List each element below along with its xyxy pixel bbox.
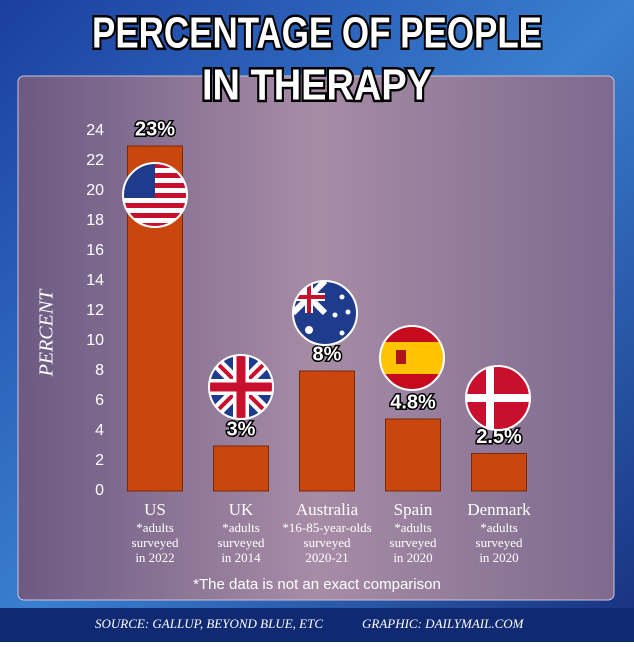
value-label: 3% [227, 418, 256, 440]
category-note: in 2020 [479, 550, 518, 565]
x-tick-label: UK [229, 500, 254, 519]
y-tick-label: 12 [86, 302, 104, 319]
y-tick-label: 4 [95, 422, 104, 439]
category-note: surveyed [218, 535, 265, 550]
y-tick-label: 10 [86, 332, 104, 349]
category-note: in 2020 [393, 550, 432, 565]
category-note: *adults [136, 520, 174, 535]
chart-title: PERCENTAGE OF PEOPLE [92, 9, 542, 58]
y-tick-label: 0 [95, 482, 104, 499]
y-tick-label: 18 [86, 212, 104, 229]
value-label: 8% [313, 343, 342, 365]
flag-us [123, 163, 187, 227]
category-note: *16-85-year-olds [282, 520, 371, 535]
category-note: *adults [222, 520, 260, 535]
x-tick-label: US [144, 500, 166, 519]
flag-ring [122, 162, 188, 228]
bar [385, 418, 441, 492]
category-note: 2020-21 [305, 550, 348, 565]
x-tick-label: Spain [394, 500, 433, 519]
footnote: *The data is not an exact comparison [193, 576, 441, 593]
flag-spain [380, 326, 444, 390]
category-note: *adults [394, 520, 432, 535]
chart-title: IN THERAPY [202, 61, 432, 110]
source-bar [0, 608, 634, 642]
y-tick-label: 14 [86, 272, 104, 289]
bar [471, 453, 527, 492]
flag-australia [293, 281, 357, 345]
y-axis-label: PERCENT [36, 288, 58, 378]
flag-denmark [466, 366, 530, 430]
flag-uk [209, 355, 273, 419]
credit: GRAPHIC: DAILYMAIL.COM [362, 616, 525, 631]
x-tick-label: Australia [296, 500, 359, 519]
y-tick-label: 22 [86, 152, 104, 169]
flag-ring [208, 354, 274, 420]
flag-ring [465, 365, 531, 431]
flag-ring [292, 280, 358, 346]
y-tick-label: 6 [95, 392, 104, 409]
y-tick-label: 8 [95, 362, 104, 379]
category-note: in 2022 [135, 550, 174, 565]
value-label: 23% [135, 118, 175, 140]
category-note: surveyed [304, 535, 351, 550]
category-note: surveyed [476, 535, 523, 550]
bar [213, 445, 269, 492]
category-note: in 2014 [221, 550, 261, 565]
y-tick-label: 16 [86, 242, 104, 259]
category-note: *adults [480, 520, 518, 535]
y-tick-label: 24 [86, 122, 104, 139]
value-label: 4.8% [390, 391, 436, 413]
category-note: surveyed [132, 535, 179, 550]
category-note: surveyed [390, 535, 437, 550]
source: SOURCE: GALLUP, BEYOND BLUE, ETC [95, 616, 323, 631]
bar [299, 370, 355, 492]
flag-ring [379, 325, 445, 391]
y-tick-label: 2 [95, 452, 104, 469]
y-tick-label: 20 [86, 182, 104, 199]
x-tick-label: Denmark [467, 500, 531, 519]
